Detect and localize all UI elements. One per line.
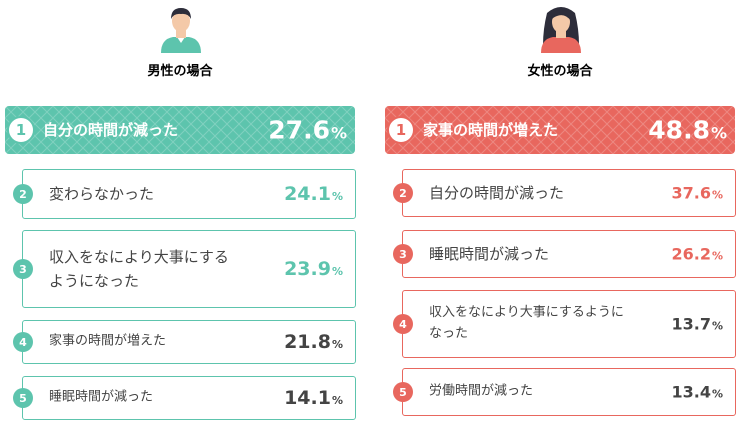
item-value: 37.6%: [671, 184, 723, 203]
item-label: 家事の時間が増えた: [423, 121, 559, 139]
value-number: 24.1: [284, 183, 331, 205]
value-unit: %: [711, 249, 723, 263]
value-unit: %: [331, 338, 343, 351]
rank-badge: 5: [13, 388, 33, 408]
rank-badge: 1: [387, 116, 415, 144]
value-number: 14.1: [284, 387, 331, 409]
value-number: 21.8: [284, 331, 331, 353]
value-number: 48.8: [648, 115, 710, 145]
value-unit: %: [331, 190, 343, 203]
item-value: 23.9%: [284, 258, 343, 280]
male-column: 男性の場合 1 自分の時間が減った 27.6% 2 変わらなかった 24.1% 3 収入をなに…: [5, 0, 356, 427]
ranking-item: 2 変わらなかった 24.1%: [13, 169, 356, 219]
rank-badge: 3: [393, 244, 413, 264]
lattice-background: [385, 106, 735, 154]
ranking-item: 4 家事の時間が増えた 21.8%: [13, 320, 356, 364]
item-value: 24.1%: [284, 183, 343, 205]
value-number: 13.4: [671, 382, 711, 402]
ranking-item: 2 自分の時間が減った 37.6%: [393, 169, 736, 217]
item-value: 26.2%: [671, 245, 723, 264]
male-title: 男性の場合: [147, 64, 213, 79]
item-label: 自分の時間が減った: [429, 184, 565, 202]
lattice-background: [5, 106, 355, 154]
female-title: 女性の場合: [527, 64, 593, 79]
woman-avatar-icon: [541, 7, 581, 53]
value-unit: %: [331, 265, 343, 278]
value-number: 26.2: [671, 244, 711, 264]
item-value: 27.6%: [268, 116, 347, 145]
ranking-item: 4 収入をなにより大事にするように なった 13.7%: [393, 290, 736, 358]
value-unit: %: [330, 123, 347, 143]
ranking-item: 5 睡眠時間が減った 14.1%: [13, 376, 356, 420]
item-label: 収入をなにより大事にするように なった: [429, 305, 624, 341]
item-value: 13.7%: [671, 315, 723, 334]
value-number: 13.7: [671, 314, 711, 334]
item-label: 変わらなかった: [49, 185, 155, 203]
value-unit: %: [710, 123, 727, 143]
ranking-item: 1 自分の時間が減った 27.6%: [5, 106, 355, 154]
female-column: 女性の場合 1 家事の時間が増えた 48.8% 2 自分の時間が減った 37.6% 3 睡眠時…: [385, 0, 736, 427]
man-avatar-icon: [161, 8, 201, 53]
item-label: 自分の時間が減った: [43, 121, 179, 139]
item-value: 13.4%: [671, 383, 723, 402]
value-unit: %: [711, 387, 723, 401]
item-label: 労働時間が減った: [429, 383, 534, 399]
value-number: 27.6: [268, 115, 330, 145]
rank-badge: 4: [13, 332, 33, 352]
item-label: 睡眠時間が減った: [49, 389, 154, 405]
value-unit: %: [711, 188, 723, 202]
rank-badge: 2: [393, 183, 413, 203]
item-value: 21.8%: [284, 331, 343, 353]
rank-badge: 5: [393, 382, 413, 402]
item-value: 48.8%: [648, 116, 727, 145]
value-unit: %: [331, 394, 343, 407]
ranking-item: 3 収入をなにより大事にする ようになった 23.9%: [13, 230, 356, 308]
rank-badge: 2: [13, 184, 33, 204]
rank-badge: 3: [13, 259, 33, 279]
rank-badge: 4: [393, 314, 413, 334]
ranking-item: 3 睡眠時間が減った 26.2%: [393, 230, 736, 278]
item-label: 家事の時間が増えた: [49, 333, 167, 349]
ranking-item: 5 労働時間が減った 13.4%: [393, 368, 736, 416]
ranking-item: 1 家事の時間が増えた 48.8%: [385, 106, 735, 154]
item-value: 14.1%: [284, 387, 343, 409]
item-label: 収入をなにより大事にする ようになった: [49, 248, 229, 290]
rank-badge: 1: [7, 116, 35, 144]
value-unit: %: [711, 319, 723, 333]
value-number: 37.6: [671, 183, 711, 203]
value-number: 23.9: [284, 258, 331, 280]
item-label: 睡眠時間が減った: [429, 245, 550, 263]
